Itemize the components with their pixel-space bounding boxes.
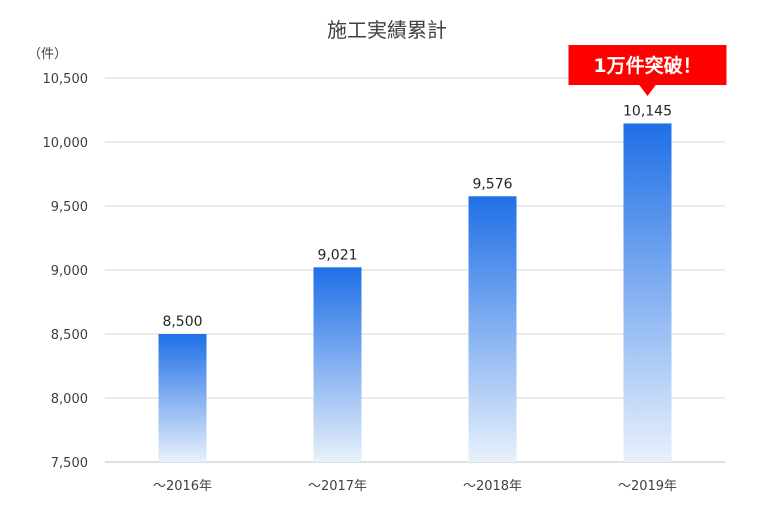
callout-box — [568, 45, 727, 85]
data-label: 10,145 — [623, 103, 672, 119]
x-tick-label: ～2017年 — [308, 479, 367, 494]
x-tick-label: ～2018年 — [463, 479, 522, 494]
x-tick-label: ～2019年 — [618, 479, 677, 494]
y-axis-ticks: 7,500 8,000 8,500 9,000 9,500 10,000 10,500 — [43, 72, 89, 471]
y-tick-label: 10,500 — [43, 72, 89, 87]
chart-title: 施工実績累計 — [327, 18, 447, 42]
data-label: 9,576 — [472, 176, 512, 192]
bar — [158, 334, 207, 462]
data-label: 8,500 — [162, 314, 202, 330]
y-tick-label: 8,000 — [51, 392, 88, 407]
bar — [468, 196, 517, 462]
y-tick-label: 10,000 — [43, 136, 89, 151]
y-tick-label: 9,500 — [51, 200, 88, 215]
bar — [623, 123, 672, 462]
y-tick-label: 7,500 — [51, 456, 88, 471]
y-tick-label: 9,000 — [51, 264, 88, 279]
y-tick-label: 8,500 — [51, 328, 88, 343]
annotation-callout: 1万件突破！ — [568, 45, 727, 96]
data-label: 9,021 — [317, 247, 357, 263]
x-axis-ticks: ～2016年 ～2017年 ～2018年 ～2019年 — [153, 479, 677, 494]
data-labels: 8,500 9,021 9,576 10,145 — [162, 103, 672, 330]
bars — [158, 123, 672, 462]
bar — [313, 267, 362, 462]
y-axis-unit: （件） — [28, 47, 67, 62]
callout-text: 1万件突破！ — [593, 54, 701, 77]
x-tick-label: ～2016年 — [153, 479, 212, 494]
gridlines — [105, 77, 725, 463]
callout-pointer — [638, 84, 657, 96]
